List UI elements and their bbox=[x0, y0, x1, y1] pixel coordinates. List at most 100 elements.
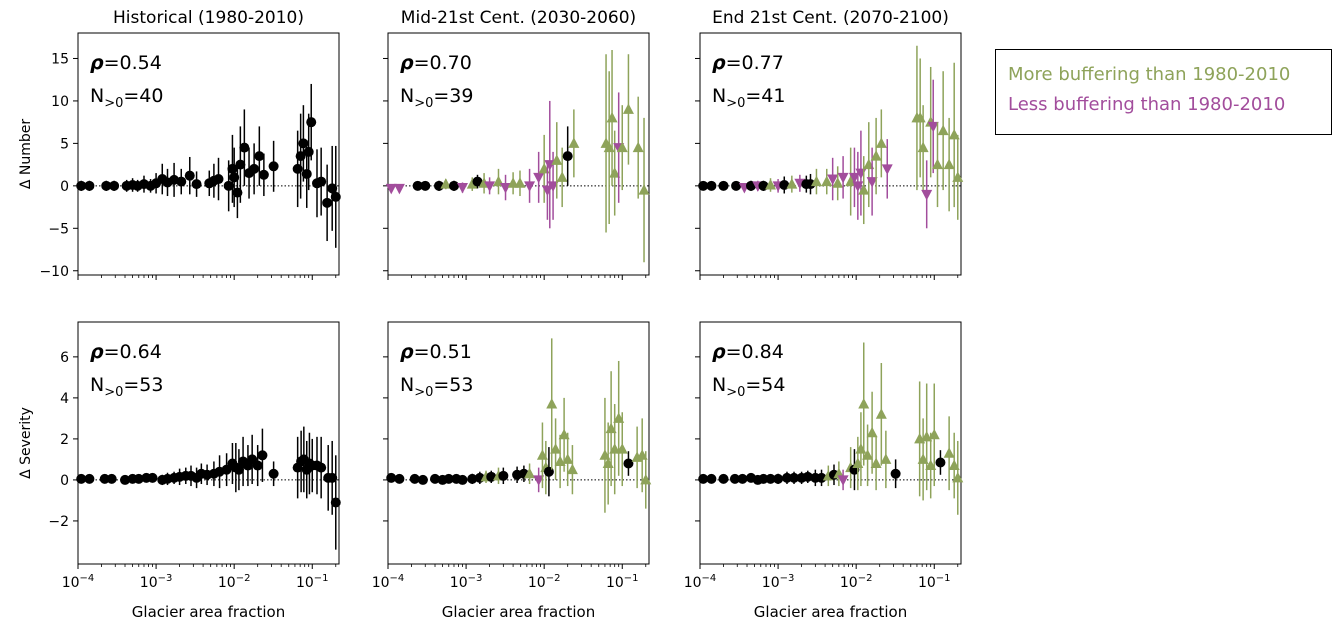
data-point-more-buffering bbox=[440, 178, 452, 189]
data-point-neutral bbox=[101, 180, 112, 191]
x-tick-label: 10−2 bbox=[528, 573, 561, 591]
legend: More buffering than 1980-2010 Less buffe… bbox=[995, 49, 1332, 135]
data-point-more-buffering bbox=[466, 178, 478, 189]
data-point-more-buffering bbox=[928, 428, 940, 440]
data-point-neutral bbox=[316, 176, 327, 187]
x-tick-label: 10−4 bbox=[62, 573, 95, 591]
n-annotation: N>0=40 bbox=[90, 85, 164, 111]
data-point-neutral bbox=[239, 142, 250, 153]
panel-1 bbox=[383, 32, 650, 280]
n-annotation: N>0=53 bbox=[400, 374, 474, 400]
data-point-neutral bbox=[498, 470, 509, 481]
rho-annotation: ρ=0.51 bbox=[400, 341, 472, 363]
data-point-neutral bbox=[99, 473, 110, 484]
data-point-neutral bbox=[176, 176, 187, 187]
data-point-neutral bbox=[322, 197, 333, 208]
data-point-more-buffering bbox=[948, 459, 960, 471]
data-point-neutral bbox=[394, 473, 405, 484]
data-point-more-buffering bbox=[845, 175, 857, 187]
data-point-less-buffering bbox=[837, 172, 849, 184]
rho-annotation: ρ=0.64 bbox=[90, 341, 162, 363]
data-point-neutral bbox=[120, 474, 131, 485]
data-point-more-buffering bbox=[875, 408, 887, 419]
data-point-neutral bbox=[223, 180, 234, 191]
data-point-neutral bbox=[76, 180, 87, 191]
x-axis-label: Glacier area fraction bbox=[132, 603, 285, 621]
rho-annotation: ρ=0.77 bbox=[712, 52, 784, 74]
data-point-neutral bbox=[301, 168, 312, 179]
data-point-less-buffering bbox=[881, 164, 893, 175]
data-point-neutral bbox=[430, 473, 441, 484]
data-point-neutral bbox=[420, 180, 431, 191]
data-point-neutral bbox=[731, 180, 742, 191]
data-point-more-buffering bbox=[821, 175, 833, 187]
data-point-less-buffering bbox=[837, 475, 849, 486]
data-point-neutral bbox=[718, 180, 729, 191]
x-tick-label: 10−4 bbox=[372, 573, 405, 591]
data-point-more-buffering bbox=[866, 426, 878, 438]
panel-frame bbox=[699, 321, 962, 565]
data-point-more-buffering bbox=[568, 137, 580, 148]
data-point-neutral bbox=[306, 117, 317, 128]
data-point-neutral bbox=[213, 174, 224, 185]
data-point-less-buffering bbox=[533, 172, 545, 184]
data-point-neutral bbox=[84, 180, 95, 191]
data-point-neutral bbox=[235, 159, 246, 170]
data-point-more-buffering bbox=[507, 177, 519, 188]
x-axis-label: Glacier area fraction bbox=[754, 603, 907, 621]
data-point-neutral bbox=[486, 471, 497, 482]
data-point-more-buffering bbox=[870, 150, 882, 161]
data-point-less-buffering bbox=[866, 177, 878, 188]
y-tick-label: −10 bbox=[39, 264, 69, 280]
n-annotation: N>0=39 bbox=[400, 85, 474, 111]
data-point-more-buffering bbox=[925, 459, 937, 471]
data-point-neutral bbox=[890, 468, 901, 479]
data-point-more-buffering bbox=[855, 443, 867, 454]
data-point-more-buffering bbox=[606, 111, 618, 123]
y-axis-label: Δ Number bbox=[18, 119, 34, 190]
legend-less-buffering: Less buffering than 1980-2010 bbox=[1008, 94, 1286, 115]
data-point-more-buffering bbox=[562, 453, 574, 464]
data-point-neutral bbox=[412, 180, 423, 191]
x-tick-label: 10−2 bbox=[218, 573, 251, 591]
panel-title: End 21st Cent. (2070-2100) bbox=[712, 8, 949, 28]
data-point-neutral bbox=[562, 151, 573, 162]
n-annotation: N>0=54 bbox=[712, 374, 786, 400]
n-annotation: N>0=41 bbox=[712, 85, 786, 111]
data-point-more-buffering bbox=[640, 473, 652, 485]
panel-title: Historical (1980-2010) bbox=[113, 8, 304, 28]
panel-title: Mid-21st Cent. (2030-2060) bbox=[401, 8, 636, 28]
panel-4 bbox=[383, 321, 652, 569]
data-point-more-buffering bbox=[875, 137, 887, 148]
data-point-neutral bbox=[698, 180, 709, 191]
data-point-neutral bbox=[467, 473, 478, 484]
data-point-neutral bbox=[765, 473, 776, 484]
data-point-more-buffering bbox=[870, 457, 882, 469]
data-point-less-buffering bbox=[385, 183, 397, 195]
y-tick-label: 5 bbox=[60, 136, 69, 152]
data-point-more-buffering bbox=[546, 398, 558, 409]
data-point-neutral bbox=[298, 138, 309, 149]
data-point-more-buffering bbox=[556, 171, 568, 182]
data-point-neutral bbox=[706, 473, 717, 484]
data-point-neutral bbox=[935, 457, 946, 468]
y-tick-label: −5 bbox=[48, 221, 69, 237]
data-point-more-buffering bbox=[550, 443, 562, 454]
panel-frame bbox=[699, 32, 962, 276]
data-point-more-buffering bbox=[810, 175, 822, 187]
y-axis-label: Δ Severity bbox=[18, 407, 34, 479]
data-point-neutral bbox=[268, 161, 279, 172]
data-point-less-buffering bbox=[533, 475, 545, 486]
data-point-more-buffering bbox=[917, 141, 929, 153]
y-tick-label: 15 bbox=[51, 51, 69, 67]
data-point-more-buffering bbox=[786, 178, 798, 189]
y-tick-label: 2 bbox=[60, 432, 69, 448]
data-point-neutral bbox=[457, 474, 468, 485]
rho-annotation: ρ=0.54 bbox=[90, 52, 162, 74]
data-point-more-buffering bbox=[943, 158, 955, 170]
data-point-less-buffering bbox=[484, 181, 496, 192]
panel-frame bbox=[387, 32, 650, 276]
x-tick-label: 10−3 bbox=[762, 573, 795, 591]
data-point-more-buffering bbox=[609, 443, 621, 454]
data-point-more-buffering bbox=[937, 124, 949, 136]
